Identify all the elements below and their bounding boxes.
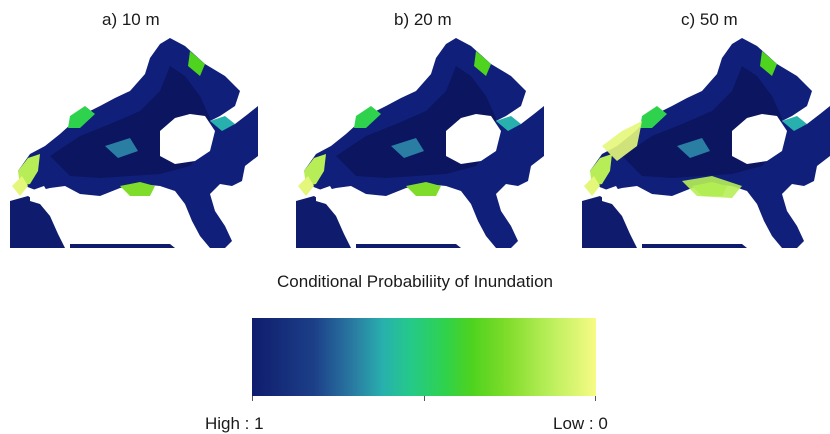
- legend-title: Conditional Probabiliity of Inundation: [277, 272, 553, 291]
- probability-colorbar: [252, 318, 596, 396]
- legend-low-label: Low : 0: [553, 414, 608, 433]
- colorbar-tick-high: [252, 396, 253, 401]
- panel-a-title: a) 10 m: [102, 10, 160, 29]
- inundation-map-50m: [582, 36, 830, 248]
- colorbar-tick-low: [595, 396, 596, 401]
- inundation-map-20m: [296, 36, 544, 248]
- panel-b-title: b) 20 m: [394, 10, 452, 29]
- legend-high-label: High : 1: [205, 414, 264, 433]
- panel-c-title: c) 50 m: [681, 10, 738, 29]
- colorbar-tick-mid: [424, 396, 425, 401]
- inundation-map-10m: [10, 36, 258, 248]
